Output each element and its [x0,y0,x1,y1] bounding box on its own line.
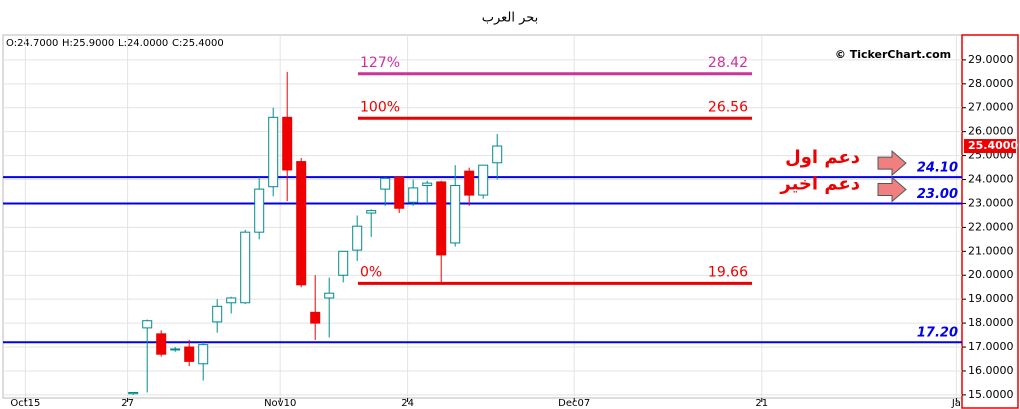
candle-body [380,177,391,190]
chart-title: بحر العرب [482,11,539,26]
y-tick-label: 23.0000 [968,196,1014,209]
candle-body [492,145,503,164]
y-tick-label: 22.0000 [968,220,1014,233]
candle-body [142,320,153,329]
level-label: 24.10 [917,161,958,176]
x-tick-label: Dec07 [558,398,590,409]
y-tick-label: 27.0000 [968,101,1014,114]
candle-body [366,210,377,214]
candle-body [338,250,349,276]
watermark: © TickerChart.com [835,48,951,61]
price-axis-frame [961,34,1019,409]
fib-label: 28.42 [708,55,748,71]
candle-body [422,182,433,187]
fib-percent: 0% [360,264,382,280]
y-tick-label: 29.0000 [968,53,1014,66]
candle-body [436,181,447,256]
annotation: دعم اول [785,147,860,168]
y-tick-label: 18.0000 [968,316,1014,329]
y-tick-label: 28.0000 [968,77,1014,90]
y-tick-label: 20.0000 [968,268,1014,281]
y-tick-label: 26.0000 [968,125,1014,138]
candle-body [478,164,489,196]
candle-body [352,225,363,251]
ohlc-label: H:25.9000 [62,38,114,49]
level-label: 17.20 [917,326,958,341]
y-tick-label: 17.0000 [968,340,1014,353]
y-tick-label: 16.0000 [968,364,1014,377]
y-tick-label: 15.0000 [968,388,1014,401]
arrow [877,176,907,203]
candle-body [282,116,293,171]
ohlc-label: C:25.4000 [172,38,224,49]
arrow [877,150,907,177]
y-tick-label: 24.0000 [968,173,1014,186]
last-price-label: 25.4000 [968,139,1018,152]
x-tick-label: 27 [121,398,134,409]
fib-percent: 127% [360,55,400,71]
x-tick-label: Nov10 [264,398,296,409]
candle-body [296,161,307,286]
candle-body [170,348,181,351]
ohlc-label: L:24.0000 [118,38,168,49]
candle-body [464,170,475,196]
y-tick-label: 21.0000 [968,244,1014,257]
candle-body [450,185,461,244]
candle-body [226,297,237,304]
fib-label: 26.56 [708,99,748,115]
x-tick-label: Oct15 [10,398,40,409]
candle-body [156,333,167,355]
candle-body [324,292,335,299]
fib-label: 19.66 [708,264,748,280]
candle-body [240,231,251,304]
candle-body [184,346,195,362]
y-tick-label: 19.0000 [968,292,1014,305]
candle-body [268,116,279,188]
x-tick-label: 24 [401,398,414,409]
annotation: دعم اخير [779,173,860,194]
fib-percent: 100% [360,99,400,115]
x-tick-label: 21 [755,398,768,409]
candle-body [212,305,223,323]
x-tick-label: Ja [951,398,961,409]
candle-body [394,176,405,209]
candle-body [408,187,419,203]
candle-body [254,188,265,233]
level-label: 23.00 [917,187,958,202]
candle-body [198,344,209,365]
candle-body [128,391,139,395]
last-price-box [964,139,1016,154]
candle-body [310,311,321,324]
ohlc-label: O:24.7000 [6,38,58,49]
